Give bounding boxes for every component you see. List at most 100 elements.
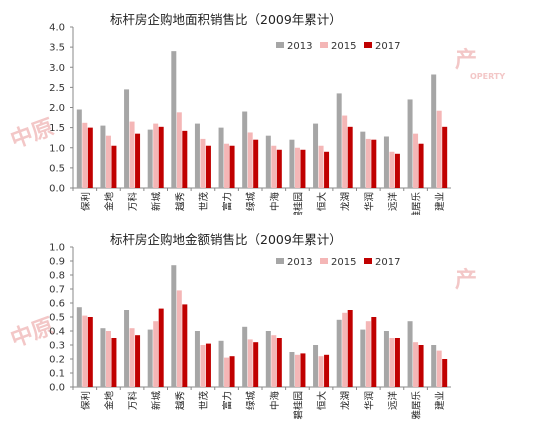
x-category-label: 富力	[222, 192, 234, 211]
x-category-label: 华润	[363, 391, 375, 410]
bar-2013-中海	[265, 331, 271, 387]
bar-2017-富力	[229, 145, 235, 188]
bar-2015-华润	[365, 321, 371, 387]
x-category-label: 新城	[151, 192, 163, 212]
bar-2017-碧桂园	[300, 353, 306, 387]
bar-2015-绿城	[247, 339, 253, 387]
bar-2017-建业	[442, 126, 448, 188]
bar-2017-龙湖	[347, 310, 353, 387]
x-category-label: 新城	[151, 391, 163, 411]
bar-2015-碧桂园	[294, 147, 300, 188]
y-tick-label: 0.5	[49, 313, 65, 324]
x-category-label: 越秀	[174, 192, 186, 212]
bar-2013-碧桂园	[289, 139, 295, 188]
bar-2013-恒大	[313, 345, 319, 387]
legend-swatch-2013	[276, 42, 284, 48]
legend-swatch-2017	[364, 258, 372, 264]
bar-2017-万科	[135, 133, 141, 188]
bar-2015-越秀	[176, 112, 182, 188]
bar-2013-龙湖	[336, 93, 342, 188]
bar-2015-新城	[153, 321, 159, 387]
bar-2017-新城	[158, 308, 164, 387]
bar-2013-保利	[76, 307, 82, 387]
x-category-label: 保利	[80, 192, 92, 211]
bar-2013-雅居乐	[407, 99, 413, 188]
x-category-label: 远洋	[387, 391, 399, 411]
y-tick-label: 0.8	[49, 271, 65, 282]
bar-2015-恒大	[318, 356, 324, 387]
bar-2013-远洋	[383, 331, 389, 387]
bar-2015-龙湖	[342, 312, 348, 387]
y-tick-label: 0.1	[49, 369, 65, 380]
bar-2015-金地	[105, 135, 111, 188]
bar-2017-远洋	[394, 153, 400, 188]
watermark-logo: 产	[455, 48, 477, 73]
x-category-label: 世茂	[198, 391, 210, 411]
legend-swatch-2017	[364, 42, 372, 48]
bar-2013-华润	[360, 329, 366, 387]
bar-2013-雅居乐	[407, 321, 413, 387]
bar-2013-万科	[124, 310, 130, 387]
x-category-label: 雅居乐	[411, 192, 423, 215]
bar-2015-碧桂园	[294, 354, 300, 387]
x-category-label: 建业	[434, 391, 446, 410]
bar-2013-建业	[431, 74, 437, 188]
bar-2017-越秀	[182, 130, 188, 188]
bar-2017-保利	[87, 317, 93, 387]
bar-2017-恒大	[324, 354, 330, 387]
bar-2015-万科	[129, 121, 135, 188]
bar-2013-金地	[100, 125, 106, 188]
x-category-label: 万科	[127, 192, 139, 212]
bar-2017-华润	[371, 139, 377, 188]
bar-2015-万科	[129, 328, 135, 387]
x-category-label: 华润	[363, 192, 375, 211]
y-tick-label: 0.6	[49, 299, 65, 310]
bar-2015-恒大	[318, 145, 324, 188]
x-category-label: 万科	[127, 391, 139, 411]
bar-2015-富力	[224, 357, 230, 387]
bar-2015-金地	[105, 331, 111, 387]
bar-2017-远洋	[394, 338, 400, 387]
bar-2015-中海	[271, 145, 277, 188]
legend-label-2013: 2013	[287, 257, 312, 268]
bar-2013-绿城	[242, 111, 248, 188]
bar-2017-雅居乐	[418, 345, 424, 387]
bar-2015-越秀	[176, 290, 182, 387]
y-tick-label: 0.4	[49, 327, 65, 338]
bar-2015-建业	[436, 350, 442, 387]
chart-svg-area: 中原产OPERTY标杆房企购地面积销售比（2009年累计）0.00.51.01.…	[8, 12, 506, 215]
bar-2013-新城	[147, 329, 153, 387]
bar-2013-龙湖	[336, 319, 342, 387]
legend-swatch-2013	[276, 258, 284, 264]
x-category-label: 金地	[103, 391, 115, 411]
bar-2015-保利	[82, 122, 88, 188]
legend-label-2015: 2015	[331, 41, 356, 52]
bar-2017-越秀	[182, 304, 188, 387]
x-category-label: 绿城	[245, 391, 257, 411]
y-tick-label: 1.0	[49, 143, 65, 154]
legend-swatch-2015	[320, 42, 328, 48]
bar-2013-越秀	[171, 51, 177, 189]
y-tick-label: 3.0	[49, 63, 65, 74]
bar-2013-万科	[124, 89, 130, 188]
bar-2013-保利	[76, 109, 82, 188]
x-category-label: 碧桂园	[292, 391, 304, 420]
bar-2015-世茂	[200, 345, 206, 387]
y-tick-label: 0.9	[49, 257, 65, 268]
bar-2015-世茂	[200, 138, 206, 188]
bar-2013-碧桂园	[289, 352, 295, 387]
chart-title: 标杆房企购地面积销售比（2009年累计）	[110, 12, 342, 27]
x-category-label: 保利	[80, 391, 92, 410]
x-category-label: 龙湖	[340, 192, 352, 211]
bar-2017-新城	[158, 126, 164, 188]
bar-2013-建业	[431, 345, 437, 387]
y-tick-label: 0.3	[49, 341, 65, 352]
bar-2017-世茂	[205, 343, 211, 387]
x-category-label: 富力	[222, 391, 234, 410]
bar-2017-碧桂园	[300, 149, 306, 188]
bar-2017-恒大	[324, 151, 330, 188]
x-category-label: 远洋	[387, 192, 399, 212]
x-category-label: 龙湖	[340, 391, 352, 410]
legend-swatch-2015	[320, 258, 328, 264]
y-tick-label: 2.0	[49, 103, 65, 114]
